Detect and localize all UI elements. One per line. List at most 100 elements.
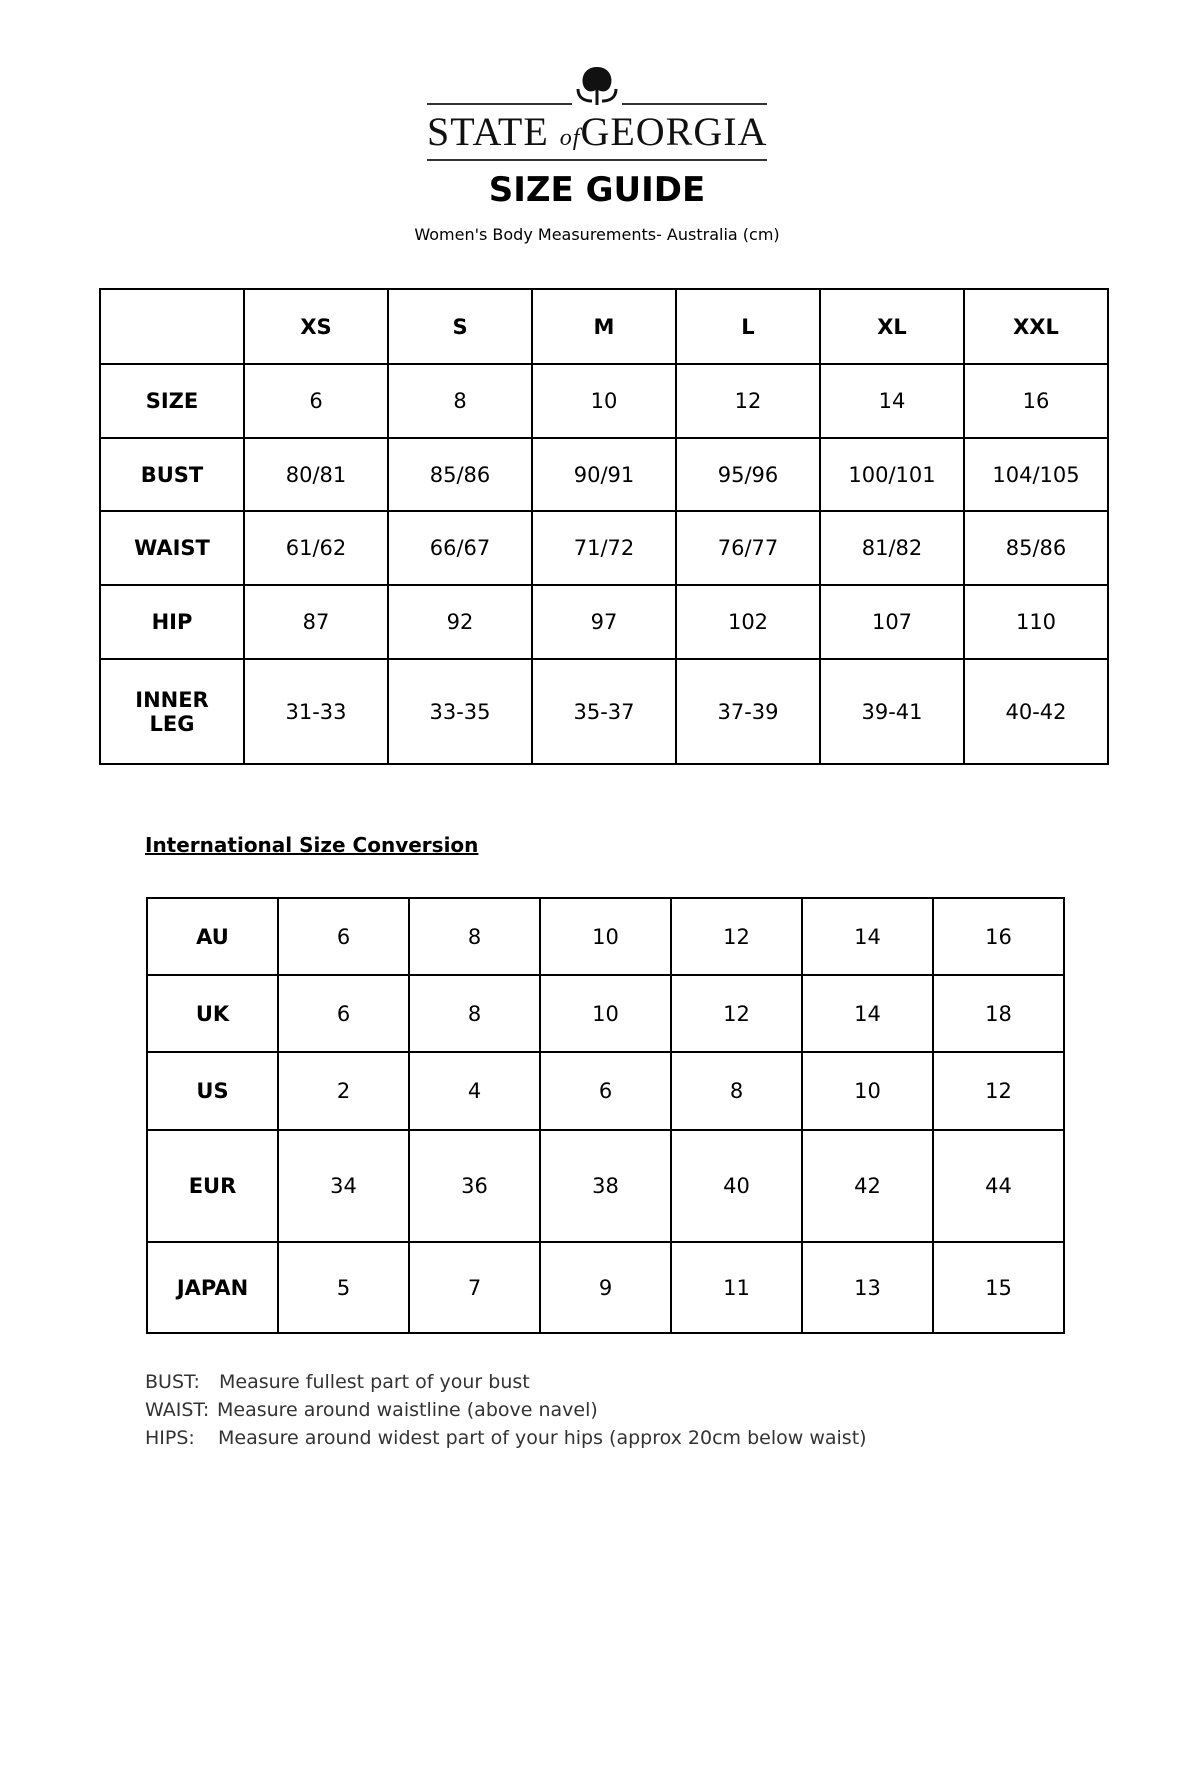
table-cell: 40-42: [963, 658, 1109, 765]
table-row: JAPAN 5 7 9 11 13 15: [146, 1241, 1065, 1334]
note-hips: HIPS: Measure around widest part of your …: [145, 1427, 867, 1449]
table-cell: 35-37: [531, 658, 677, 765]
size-conversion-table: AU 6 8 10 12 14 16 UK 6 8 10 12 14 18 US 2 4 6 8 10 12 EUR 34 3…: [146, 897, 1065, 1334]
row-label: HIP: [99, 584, 245, 660]
table-cell: 8: [408, 897, 541, 976]
table-cell: 8: [387, 363, 533, 439]
table-row: AU 6 8 10 12 14 16: [146, 897, 1065, 976]
table-cell: 66/67: [387, 510, 533, 586]
table-cell: 6: [277, 974, 410, 1053]
table-cell: 80/81: [243, 437, 389, 512]
conversion-section-title: International Size Conversion: [145, 833, 479, 857]
table-cell: 8: [670, 1051, 803, 1131]
header-cell: XS: [243, 288, 389, 365]
table-cell: 95/96: [675, 437, 821, 512]
row-label: BUST: [99, 437, 245, 512]
table-cell: 18: [932, 974, 1065, 1053]
brand-logo: STATE ofGEORGIA: [427, 60, 767, 165]
header-cell: XXL: [963, 288, 1109, 365]
table-cell: 16: [963, 363, 1109, 439]
header-cell: L: [675, 288, 821, 365]
table-cell: 38: [539, 1129, 672, 1243]
table-cell: 100/101: [819, 437, 965, 512]
table-cell: 85/86: [963, 510, 1109, 586]
table-row: INNER LEG 31-33 33-35 35-37 37-39 39-41 40-42: [99, 658, 1109, 765]
table-cell: 85/86: [387, 437, 533, 512]
table-cell: 36: [408, 1129, 541, 1243]
table-cell: 39-41: [819, 658, 965, 765]
table-cell: 31-33: [243, 658, 389, 765]
table-cell: 110: [963, 584, 1109, 660]
table-row: BUST 80/81 85/86 90/91 95/96 100/101 104/105: [99, 437, 1109, 512]
table-header-row: XS S M L XL XXL: [99, 288, 1109, 365]
row-label: JAPAN: [146, 1241, 279, 1334]
table-cell: 104/105: [963, 437, 1109, 512]
table-cell: 10: [801, 1051, 934, 1131]
table-cell: 34: [277, 1129, 410, 1243]
table-cell: 92: [387, 584, 533, 660]
table-cell: 12: [670, 897, 803, 976]
table-cell: 10: [531, 363, 677, 439]
table-cell: 13: [801, 1241, 934, 1334]
body-measurements-table: XS S M L XL XXL SIZE 6 8 10 12 14 16 BUST 80/81 8…: [99, 288, 1109, 765]
table-cell: 97: [531, 584, 677, 660]
table-row: US 2 4 6 8 10 12: [146, 1051, 1065, 1131]
table-row: EUR 34 36 38 40 42 44: [146, 1129, 1065, 1243]
table-row: SIZE 6 8 10 12 14 16: [99, 363, 1109, 439]
page-title: SIZE GUIDE: [488, 170, 706, 210]
header-cell: XL: [819, 288, 965, 365]
table-cell: 11: [670, 1241, 803, 1334]
header-cell: S: [387, 288, 533, 365]
row-label: SIZE: [99, 363, 245, 439]
measurement-notes: BUST: Measure fullest part of your bust W…: [145, 1368, 867, 1452]
table-cell: 10: [539, 897, 672, 976]
header-cell: M: [531, 288, 677, 365]
table-cell: 10: [539, 974, 672, 1053]
header-cell: [99, 288, 245, 365]
row-label: INNER LEG: [99, 658, 245, 765]
row-label: UK: [146, 974, 279, 1053]
table-cell: 15: [932, 1241, 1065, 1334]
table-cell: 14: [801, 974, 934, 1053]
table-cell: 6: [539, 1051, 672, 1131]
table-cell: 2: [277, 1051, 410, 1131]
table-cell: 16: [932, 897, 1065, 976]
brand-name: STATE ofGEORGIA: [427, 109, 768, 154]
table-cell: 76/77: [675, 510, 821, 586]
table-cell: 7: [408, 1241, 541, 1334]
page-subtitle: Women's Body Measurements- Australia (cm…: [414, 225, 780, 244]
table-cell: 14: [819, 363, 965, 439]
table-cell: 12: [932, 1051, 1065, 1131]
table-cell: 9: [539, 1241, 672, 1334]
row-label: WAIST: [99, 510, 245, 586]
table-cell: 14: [801, 897, 934, 976]
row-label: EUR: [146, 1129, 279, 1243]
table-row: HIP 87 92 97 102 107 110: [99, 584, 1109, 660]
table-cell: 5: [277, 1241, 410, 1334]
table-cell: 107: [819, 584, 965, 660]
table-cell: 6: [277, 897, 410, 976]
table-row: WAIST 61/62 66/67 71/72 76/77 81/82 85/86: [99, 510, 1109, 586]
table-cell: 81/82: [819, 510, 965, 586]
table-cell: 102: [675, 584, 821, 660]
table-cell: 33-35: [387, 658, 533, 765]
table-row: UK 6 8 10 12 14 18: [146, 974, 1065, 1053]
note-waist: WAIST: Measure around waistline (above na…: [145, 1399, 598, 1421]
table-cell: 12: [670, 974, 803, 1053]
table-cell: 87: [243, 584, 389, 660]
table-cell: 6: [243, 363, 389, 439]
table-cell: 4: [408, 1051, 541, 1131]
table-cell: 71/72: [531, 510, 677, 586]
tree-icon: [576, 67, 618, 105]
table-cell: 37-39: [675, 658, 821, 765]
table-cell: 90/91: [531, 437, 677, 512]
table-cell: 12: [675, 363, 821, 439]
table-cell: 40: [670, 1129, 803, 1243]
table-cell: 61/62: [243, 510, 389, 586]
table-cell: 44: [932, 1129, 1065, 1243]
note-bust: BUST: Measure fullest part of your bust: [145, 1371, 530, 1393]
table-cell: 42: [801, 1129, 934, 1243]
row-label: AU: [146, 897, 279, 976]
row-label: US: [146, 1051, 279, 1131]
table-cell: 8: [408, 974, 541, 1053]
